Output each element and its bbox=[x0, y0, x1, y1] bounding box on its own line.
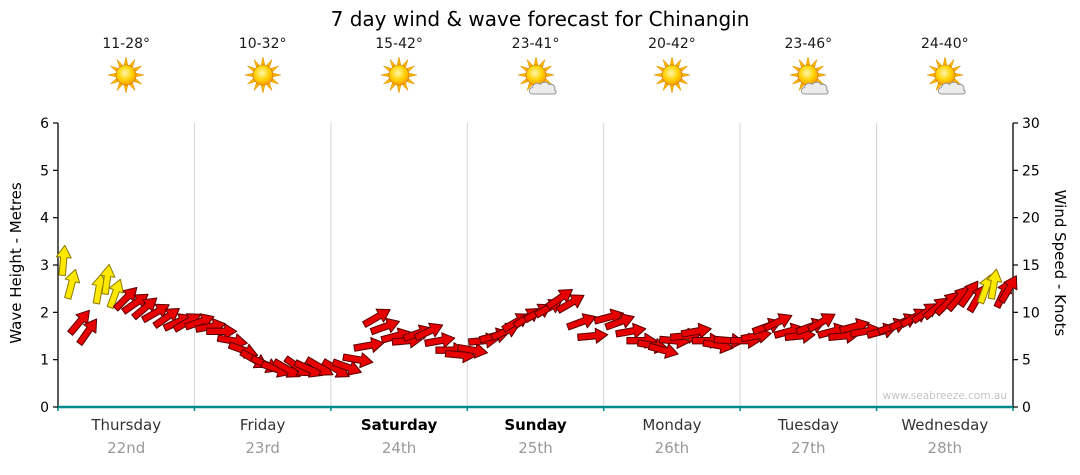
right-axis-tick-label: 30 bbox=[1022, 116, 1040, 132]
sun-disc bbox=[252, 64, 273, 86]
left-axis-tick-label: 6 bbox=[40, 116, 49, 132]
sun-icon bbox=[108, 56, 145, 94]
day-temp-range: 11-28° bbox=[102, 36, 151, 52]
wind-arrow bbox=[762, 313, 793, 332]
left-axis-tick-label: 4 bbox=[40, 211, 49, 227]
wind-arrow bbox=[342, 352, 374, 369]
day-date-label: 25th bbox=[518, 439, 553, 457]
wind-arrow bbox=[604, 313, 635, 331]
wind-arrow bbox=[998, 275, 1018, 304]
wind-arrow bbox=[64, 268, 81, 300]
day-date-label: 22nd bbox=[107, 439, 146, 457]
sun-icon bbox=[381, 56, 418, 94]
cloud-shape bbox=[937, 81, 966, 95]
right-axis-tick-label: 10 bbox=[1022, 305, 1040, 321]
wind-arrow bbox=[369, 317, 400, 336]
sun-disc bbox=[661, 64, 683, 86]
day-axis-label: Sunday 25th bbox=[471, 416, 601, 457]
sun-disc bbox=[115, 64, 137, 86]
day-temp-range: 15-42° bbox=[375, 36, 423, 52]
sun-cloud-icon bbox=[517, 56, 557, 95]
wind-arrow bbox=[647, 342, 679, 359]
wind-arrow bbox=[99, 263, 116, 295]
wind-arrow bbox=[106, 278, 124, 310]
day-name-label: Tuesday bbox=[777, 416, 839, 434]
right-axis-tick-label: 25 bbox=[1022, 163, 1040, 179]
right-axis-tick-label: 0 bbox=[1022, 400, 1031, 416]
right-axis-tick-label: 5 bbox=[1022, 353, 1031, 369]
day-temp-range: 24-40° bbox=[920, 36, 969, 52]
day-forecast-summary: 10-32° bbox=[208, 36, 318, 101]
wind-arrow bbox=[362, 308, 391, 328]
sun-icon bbox=[653, 56, 690, 94]
right-axis-tick-label: 20 bbox=[1022, 211, 1040, 227]
day-axis-label: Wednesday 28th bbox=[880, 416, 1010, 457]
day-forecast-summary: 24-40° bbox=[890, 36, 1000, 101]
page-title: 7 day wind & wave forecast for Chinangin bbox=[330, 7, 750, 31]
day-name-label: Thursday bbox=[91, 416, 162, 434]
day-name-label: Saturday bbox=[360, 416, 438, 434]
wind-arrow bbox=[577, 327, 609, 344]
day-name-label: Friday bbox=[239, 416, 286, 434]
watermark: www.seabreeze.com.au bbox=[883, 390, 1007, 402]
day-forecast-summary: 20-42° bbox=[617, 36, 727, 101]
wind-arrow bbox=[806, 313, 836, 333]
day-date-label: 24th bbox=[381, 439, 417, 457]
day-forecast-summary: 23-46° bbox=[753, 36, 863, 101]
day-temp-range: 23-46° bbox=[784, 36, 833, 52]
sun-rays bbox=[244, 56, 281, 94]
day-forecast-summary: 23-41° bbox=[481, 36, 591, 101]
sun-disc bbox=[388, 64, 410, 86]
day-name-label: Wednesday bbox=[901, 416, 989, 434]
left-axis-tick-label: 0 bbox=[40, 400, 49, 416]
day-axis-label: Saturday 24th bbox=[334, 416, 464, 457]
cloud-shape bbox=[801, 81, 830, 95]
wind-arrow bbox=[353, 337, 385, 353]
day-axis-label: Tuesday 27th bbox=[743, 416, 873, 457]
day-date-label: 27th bbox=[791, 439, 826, 457]
day-temp-range: 23-41° bbox=[511, 36, 560, 52]
day-temp-range: 10-32° bbox=[238, 36, 287, 52]
day-axis-label: Thursday 22nd bbox=[61, 416, 191, 457]
cloud-shape bbox=[528, 81, 557, 95]
day-axis-label: Friday 23rd bbox=[198, 416, 328, 457]
sun-rays bbox=[381, 56, 418, 94]
left-axis-tick-label: 2 bbox=[40, 305, 49, 321]
day-temp-range: 20-42° bbox=[648, 36, 696, 52]
wind-arrow bbox=[986, 268, 1003, 300]
wind-arrow bbox=[566, 313, 597, 331]
day-name-label: Sunday bbox=[504, 416, 567, 434]
sun-rays bbox=[108, 56, 145, 94]
wind-arrow bbox=[413, 322, 444, 342]
right-axis-tick-label: 15 bbox=[1022, 258, 1040, 274]
day-date-label: 23rd bbox=[245, 439, 280, 457]
day-date-label: 26th bbox=[654, 439, 690, 457]
sun-cloud-icon bbox=[926, 56, 966, 95]
wind-arrow bbox=[55, 244, 72, 277]
day-forecast-summary: 15-42° bbox=[344, 36, 454, 101]
wind-arrow bbox=[76, 318, 98, 346]
left-axis-tick-label: 5 bbox=[40, 163, 49, 179]
day-forecast-summary: 11-28° bbox=[71, 36, 181, 101]
day-axis-label: Monday 26th bbox=[607, 416, 737, 457]
left-axis-tick-label: 1 bbox=[40, 353, 49, 369]
sun-icon bbox=[244, 56, 281, 94]
day-date-label: 28th bbox=[927, 439, 963, 457]
left-axis-tick-label: 3 bbox=[40, 258, 49, 274]
sun-cloud-icon bbox=[790, 56, 830, 95]
day-name-label: Monday bbox=[642, 416, 702, 434]
sun-rays bbox=[653, 56, 690, 94]
wind-arrow bbox=[555, 294, 585, 314]
